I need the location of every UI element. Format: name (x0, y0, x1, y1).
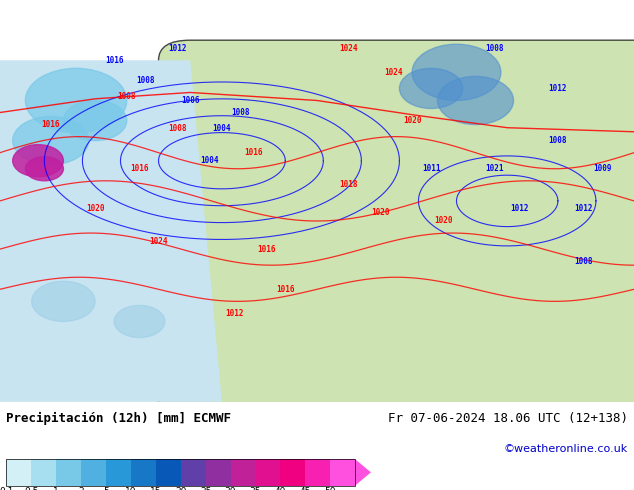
Circle shape (114, 305, 165, 338)
Text: 1020: 1020 (434, 217, 453, 225)
Bar (181, 459, 205, 486)
Text: 1008: 1008 (485, 44, 504, 53)
Bar (31, 459, 56, 486)
Text: 1012: 1012 (548, 84, 567, 93)
Bar (131, 459, 156, 486)
Text: 1024: 1024 (149, 237, 168, 245)
Text: 1018: 1018 (339, 180, 358, 189)
Bar (280, 459, 305, 486)
Text: 20: 20 (175, 488, 186, 490)
Text: 1004: 1004 (212, 124, 231, 133)
Circle shape (32, 281, 95, 321)
Text: 1012: 1012 (574, 204, 593, 214)
Circle shape (437, 76, 514, 124)
Circle shape (13, 145, 63, 177)
Bar (330, 459, 355, 486)
Text: 15: 15 (150, 488, 162, 490)
Text: ©weatheronline.co.uk: ©weatheronline.co.uk (503, 444, 628, 454)
Bar (81, 459, 106, 486)
Text: 1006: 1006 (181, 96, 200, 105)
Bar (6, 459, 31, 486)
Text: 1016: 1016 (244, 148, 263, 157)
Text: 1021: 1021 (485, 164, 504, 173)
Text: 0.5: 0.5 (24, 488, 39, 490)
Circle shape (63, 100, 127, 141)
Bar (256, 459, 280, 486)
Text: 1011: 1011 (422, 164, 441, 173)
Bar (6, 459, 355, 486)
Text: 1020: 1020 (371, 208, 390, 218)
Text: 1024: 1024 (339, 44, 358, 53)
Text: 35: 35 (250, 488, 261, 490)
Text: 1016: 1016 (130, 164, 149, 173)
Circle shape (399, 68, 463, 108)
Text: 10: 10 (125, 488, 136, 490)
FancyBboxPatch shape (158, 40, 634, 422)
Text: Fr 07-06-2024 18.06 UTC (12+138): Fr 07-06-2024 18.06 UTC (12+138) (387, 413, 628, 425)
Text: 5: 5 (103, 488, 109, 490)
Bar (56, 459, 81, 486)
Text: Precipitación (12h) [mm] ECMWF: Precipitación (12h) [mm] ECMWF (6, 413, 231, 425)
Bar (305, 459, 330, 486)
Text: 30: 30 (225, 488, 236, 490)
Bar (106, 459, 131, 486)
Text: 1016: 1016 (276, 285, 295, 294)
Text: 1: 1 (53, 488, 59, 490)
Text: 1008: 1008 (231, 108, 250, 117)
Text: 40: 40 (275, 488, 286, 490)
Text: 1009: 1009 (593, 164, 612, 173)
Text: 2: 2 (78, 488, 84, 490)
Text: 1012: 1012 (168, 44, 187, 53)
Text: 1008: 1008 (117, 92, 136, 101)
Polygon shape (355, 459, 371, 486)
Text: 1012: 1012 (510, 204, 529, 214)
Text: 1024: 1024 (384, 68, 403, 77)
Circle shape (25, 157, 63, 181)
Bar (156, 459, 181, 486)
Bar (231, 459, 256, 486)
Text: 1008: 1008 (136, 76, 155, 85)
Text: 1016: 1016 (257, 245, 276, 254)
Polygon shape (0, 60, 222, 402)
Text: 1004: 1004 (200, 156, 219, 165)
Text: 1016: 1016 (41, 120, 60, 129)
Text: 50: 50 (325, 488, 336, 490)
Text: 1020: 1020 (403, 116, 422, 125)
Text: 25: 25 (200, 488, 211, 490)
Circle shape (13, 117, 89, 165)
Text: 1008: 1008 (548, 136, 567, 145)
Text: 45: 45 (299, 488, 311, 490)
Text: 1008: 1008 (168, 124, 187, 133)
Text: 1016: 1016 (105, 56, 124, 65)
Bar (205, 459, 231, 486)
Text: 1020: 1020 (86, 204, 105, 214)
Circle shape (412, 44, 501, 100)
Text: 1008: 1008 (574, 257, 593, 266)
Text: 0.1: 0.1 (0, 488, 13, 490)
Circle shape (25, 68, 127, 133)
Text: 1012: 1012 (225, 309, 244, 318)
